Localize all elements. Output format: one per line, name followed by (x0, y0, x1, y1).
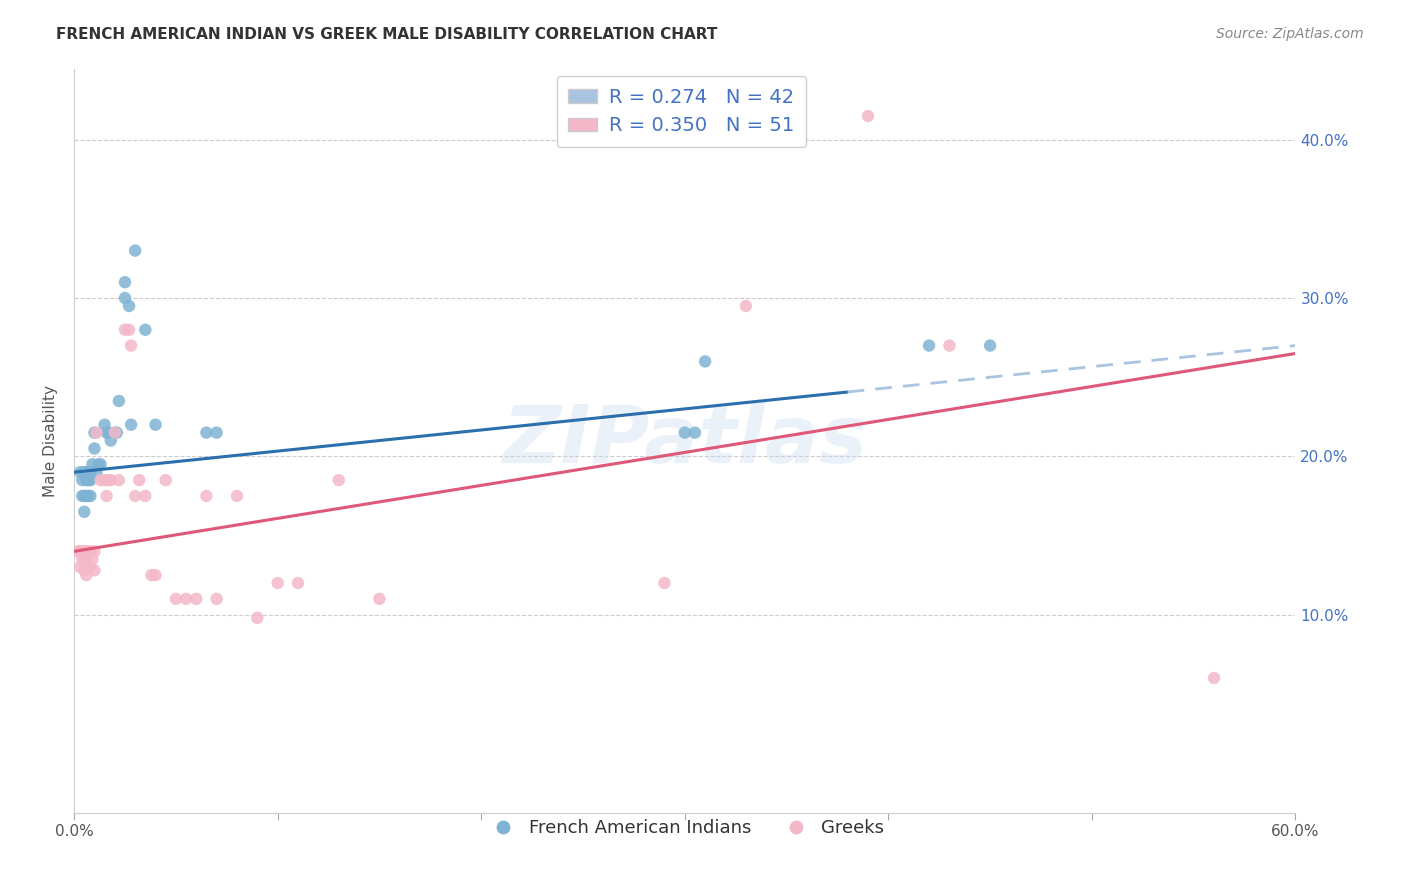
Point (155, 473, 177, 487)
Point (67, 544, 90, 558)
Point (96, 489, 118, 503)
Point (75, 568, 97, 582)
Point (77, 465, 100, 479)
Text: Source: ZipAtlas.com: Source: ZipAtlas.com (1216, 27, 1364, 41)
Point (73, 544, 96, 558)
Point (1202, 671, 1225, 685)
Point (120, 338, 142, 352)
Point (90, 473, 112, 487)
Point (96, 425, 118, 440)
Point (79, 560, 101, 574)
Point (79, 544, 101, 558)
Point (134, 323, 156, 337)
Point (73, 505, 96, 519)
Point (93, 473, 115, 487)
Point (97, 425, 120, 440)
Point (145, 417, 167, 432)
Point (368, 591, 391, 606)
Point (77, 473, 100, 487)
Point (100, 434, 122, 448)
Point (86, 465, 108, 479)
Point (70, 473, 93, 487)
Point (75, 544, 97, 558)
Point (86, 425, 108, 440)
Point (979, 338, 1001, 352)
Point (856, 109, 879, 123)
Point (104, 425, 127, 440)
Point (70, 552, 93, 566)
Point (654, 576, 676, 591)
Point (69, 465, 91, 479)
Point (165, 591, 187, 606)
Point (124, 244, 146, 258)
Point (75, 473, 97, 487)
Point (114, 275, 136, 289)
Point (70, 544, 93, 558)
Point (118, 299, 141, 313)
Point (90, 458, 112, 472)
Point (328, 473, 350, 487)
Point (79, 473, 101, 487)
Point (938, 338, 960, 352)
Point (104, 425, 127, 440)
Point (195, 425, 218, 440)
Point (73, 465, 96, 479)
Point (97, 473, 120, 487)
Point (186, 591, 208, 606)
Point (73, 489, 96, 503)
Point (105, 425, 128, 440)
Point (246, 611, 269, 625)
Point (124, 489, 146, 503)
Point (174, 591, 197, 606)
Legend: French American Indians, Greeks: French American Indians, Greeks (478, 812, 891, 845)
Point (82, 552, 104, 566)
Point (75, 552, 97, 566)
Point (83, 425, 105, 440)
Point (87, 458, 110, 472)
Point (695, 354, 717, 368)
Text: ZIPatlas: ZIPatlas (502, 401, 868, 480)
Point (100, 473, 122, 487)
Point (114, 323, 136, 337)
Point (128, 473, 150, 487)
Point (93, 417, 115, 432)
Point (83, 442, 105, 456)
Text: FRENCH AMERICAN INDIAN VS GREEK MALE DISABILITY CORRELATION CHART: FRENCH AMERICAN INDIAN VS GREEK MALE DIS… (56, 27, 717, 42)
Point (195, 489, 218, 503)
Point (77, 489, 100, 503)
Point (134, 489, 156, 503)
Point (79, 465, 101, 479)
Point (226, 489, 249, 503)
Point (673, 425, 696, 440)
Point (69, 560, 91, 574)
Point (73, 552, 96, 566)
Point (205, 591, 228, 606)
Point (266, 576, 288, 591)
Point (108, 473, 131, 487)
Point (734, 299, 756, 313)
Point (141, 568, 163, 582)
Point (75, 465, 97, 479)
Point (83, 563, 105, 577)
Point (75, 489, 97, 503)
Point (114, 291, 136, 305)
Point (69, 544, 91, 558)
Point (82, 458, 104, 472)
Y-axis label: Male Disability: Male Disability (44, 384, 58, 497)
Point (77, 560, 100, 574)
Point (79, 489, 101, 503)
Point (70, 489, 93, 503)
Point (120, 417, 142, 432)
Point (145, 568, 167, 582)
Point (83, 544, 105, 558)
Point (73, 563, 96, 577)
Point (118, 323, 141, 337)
Point (77, 544, 100, 558)
Point (108, 394, 131, 409)
Point (918, 338, 941, 352)
Point (205, 425, 228, 440)
Point (287, 576, 309, 591)
Point (683, 425, 706, 440)
